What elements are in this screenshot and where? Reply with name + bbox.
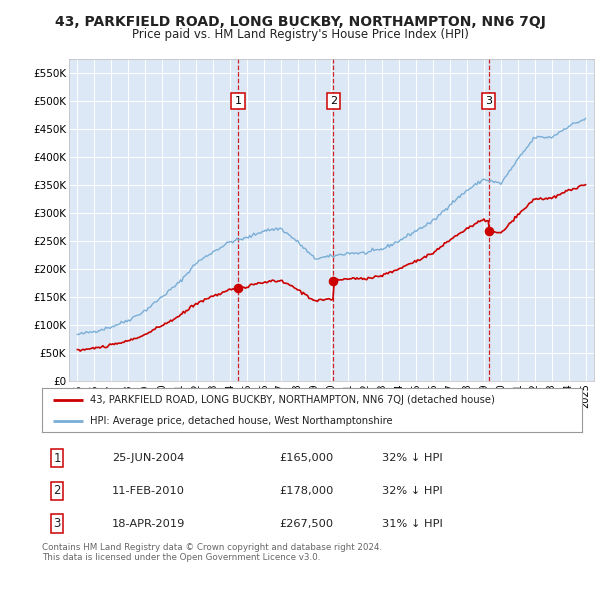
- Text: HPI: Average price, detached house, West Northamptonshire: HPI: Average price, detached house, West…: [89, 416, 392, 426]
- Text: 43, PARKFIELD ROAD, LONG BUCKBY, NORTHAMPTON, NN6 7QJ (detached house): 43, PARKFIELD ROAD, LONG BUCKBY, NORTHAM…: [89, 395, 494, 405]
- Point: [233, 284, 243, 293]
- Text: 1: 1: [235, 96, 242, 106]
- Text: 11-FEB-2010: 11-FEB-2010: [112, 486, 185, 496]
- Text: 32% ↓ HPI: 32% ↓ HPI: [382, 453, 443, 463]
- Text: 18-APR-2019: 18-APR-2019: [112, 519, 185, 529]
- Point: [484, 226, 494, 235]
- Text: 3: 3: [53, 517, 61, 530]
- Text: Price paid vs. HM Land Registry's House Price Index (HPI): Price paid vs. HM Land Registry's House …: [131, 28, 469, 41]
- Text: £165,000: £165,000: [280, 453, 334, 463]
- Text: Contains HM Land Registry data © Crown copyright and database right 2024.
This d: Contains HM Land Registry data © Crown c…: [42, 543, 382, 562]
- Text: 3: 3: [485, 96, 493, 106]
- Text: 2: 2: [330, 96, 337, 106]
- Text: 43, PARKFIELD ROAD, LONG BUCKBY, NORTHAMPTON, NN6 7QJ: 43, PARKFIELD ROAD, LONG BUCKBY, NORTHAM…: [55, 15, 545, 29]
- Text: 32% ↓ HPI: 32% ↓ HPI: [382, 486, 443, 496]
- Text: £267,500: £267,500: [280, 519, 334, 529]
- Text: 25-JUN-2004: 25-JUN-2004: [112, 453, 184, 463]
- Text: 2: 2: [53, 484, 61, 497]
- Text: £178,000: £178,000: [280, 486, 334, 496]
- Text: 1: 1: [53, 452, 61, 465]
- Text: 31% ↓ HPI: 31% ↓ HPI: [382, 519, 443, 529]
- Point: [329, 276, 338, 286]
